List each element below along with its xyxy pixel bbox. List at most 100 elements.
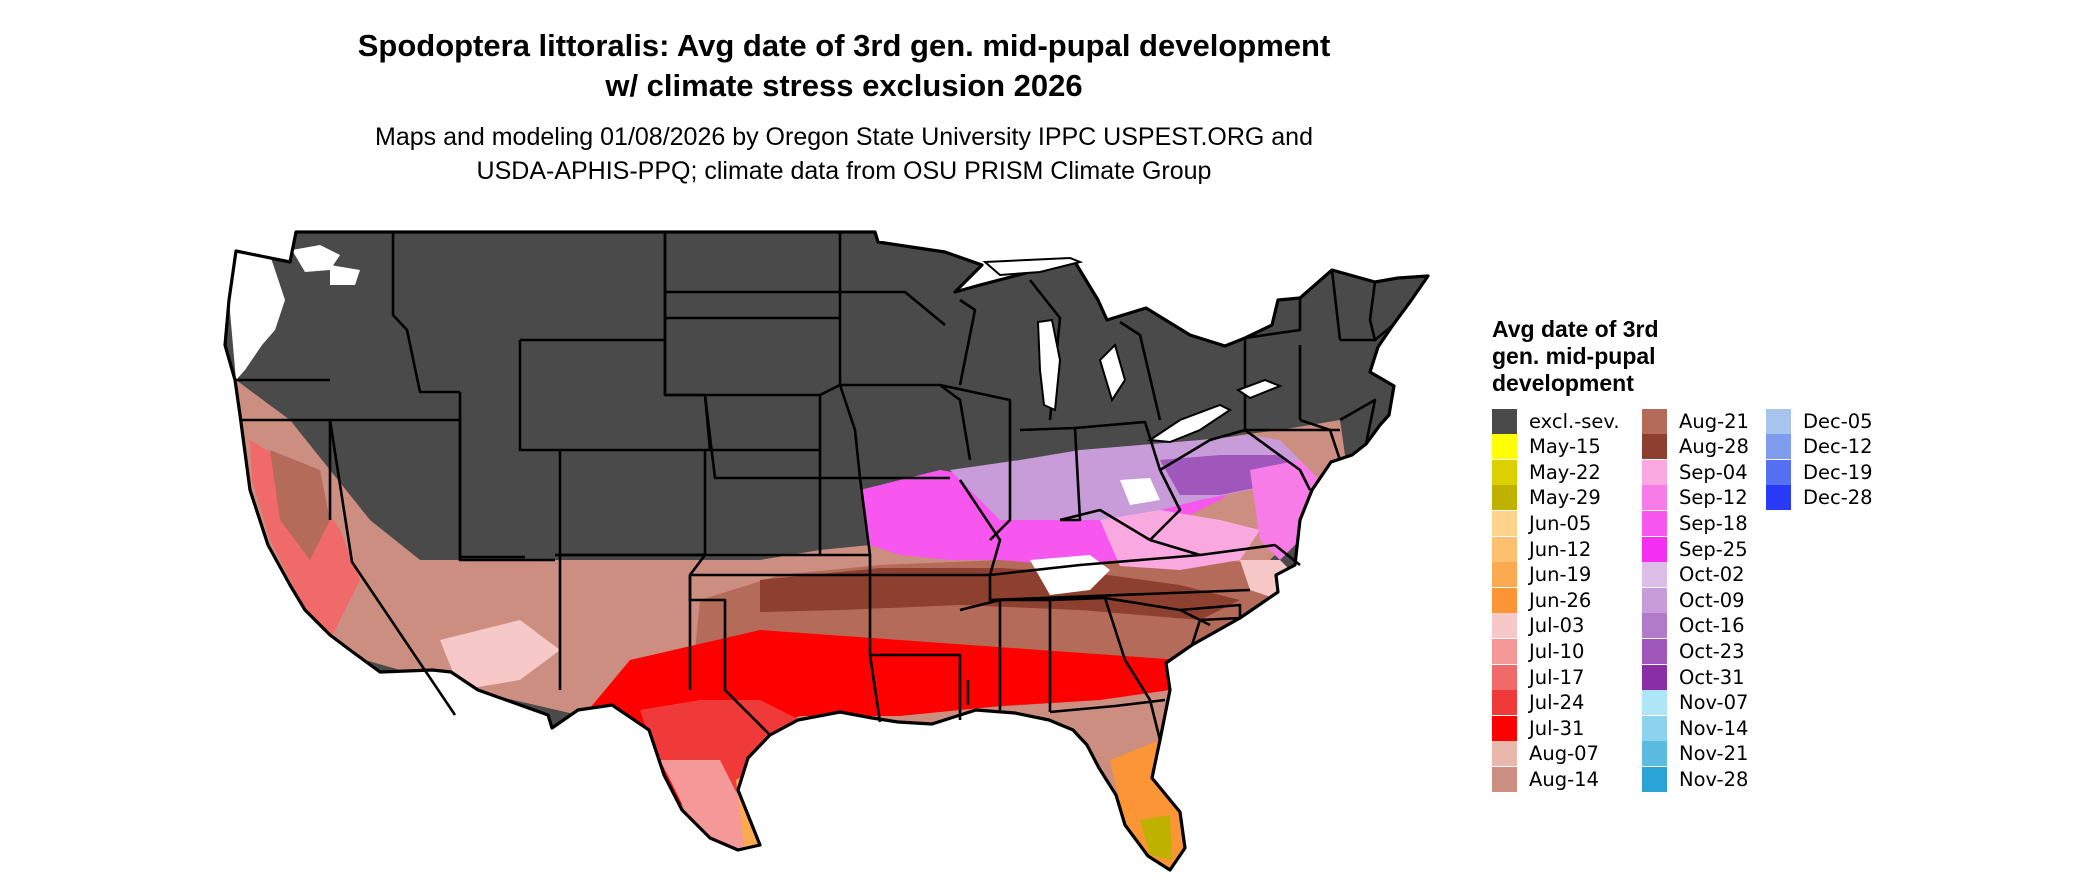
legend-label: Dec-28 (1803, 486, 1873, 510)
legend-label: Nov-07 (1679, 691, 1749, 715)
legend-swatch (1642, 459, 1667, 485)
legend-item: Oct-09 (1642, 587, 1745, 613)
legend-item: Oct-16 (1642, 613, 1745, 639)
state-boundaries (223, 230, 1430, 872)
legend-swatch (1492, 587, 1517, 613)
legend-label: Sep-04 (1679, 460, 1748, 484)
legend-label: Jun-19 (1529, 563, 1592, 587)
legend-swatch (1492, 459, 1517, 485)
legend-swatch (1492, 664, 1517, 690)
legend-item: Jul-24 (1492, 690, 1584, 716)
legend-swatch (1642, 613, 1667, 639)
legend-label: Jul-24 (1529, 691, 1585, 715)
legend-item: Jul-03 (1492, 613, 1584, 639)
legend-label: Oct-02 (1679, 563, 1745, 587)
legend-label: Jun-05 (1529, 511, 1592, 535)
legend-item: Jul-10 (1492, 638, 1584, 664)
legend-label: Oct-09 (1679, 588, 1745, 612)
legend-item: Oct-31 (1642, 664, 1745, 690)
legend-swatch (1492, 613, 1517, 639)
legend-swatch (1492, 434, 1517, 460)
legend-swatch (1766, 485, 1791, 511)
legend-item: Nov-21 (1642, 741, 1748, 767)
legend-item: Dec-05 (1766, 408, 1873, 434)
legend-label: Dec-12 (1803, 435, 1873, 459)
subtitle-line-1: Maps and modeling 01/08/2026 by Oregon S… (375, 123, 1313, 151)
legend-swatch (1642, 638, 1667, 664)
legend-swatch (1642, 690, 1667, 716)
legend-item: Jul-31 (1492, 715, 1584, 741)
legend-label: Nov-28 (1679, 767, 1749, 791)
legend-item: Dec-28 (1766, 485, 1873, 511)
legend-item: Sep-25 (1642, 536, 1748, 562)
legend-label: Sep-18 (1679, 511, 1748, 535)
legend-swatch (1492, 562, 1517, 588)
map-subtitle: Maps and modeling 01/08/2026 by Oregon S… (0, 120, 1688, 188)
title-line-1: Spodoptera littoralis: Avg date of 3rd g… (357, 28, 1331, 63)
legend-swatch (1642, 408, 1667, 434)
legend-swatch (1492, 766, 1517, 792)
legend-label: May-29 (1529, 486, 1601, 510)
legend-item: Nov-14 (1642, 715, 1748, 741)
legend-label: Sep-12 (1679, 486, 1748, 510)
legend-item: Dec-19 (1766, 459, 1873, 485)
legend-item: Jun-19 (1492, 562, 1591, 588)
legend-title: Avg date of 3rd gen. mid-pupal developme… (1492, 316, 1732, 397)
legend-swatch (1766, 408, 1791, 434)
legend-item: Aug-21 (1642, 408, 1749, 434)
legend-label: Nov-14 (1679, 716, 1749, 740)
legend-item: Sep-18 (1642, 510, 1748, 536)
legend-label: Jul-03 (1529, 614, 1585, 638)
legend-title-line-1: Avg date of 3rd (1492, 316, 1659, 342)
legend-label: Dec-05 (1803, 409, 1873, 433)
legend-item: May-29 (1492, 485, 1601, 511)
legend-swatch (1492, 408, 1517, 434)
legend-label: Oct-31 (1679, 665, 1745, 689)
legend-item: Jun-05 (1492, 510, 1591, 536)
legend-swatch (1492, 741, 1517, 767)
title-line-2: w/ climate stress exclusion 2026 (605, 68, 1083, 103)
unmodeled-areas (229, 245, 360, 380)
legend-label: Aug-07 (1529, 742, 1599, 766)
legend-label: May-15 (1529, 435, 1601, 459)
legend-swatch (1642, 664, 1667, 690)
legend-label: Nov-21 (1679, 742, 1749, 766)
legend-title-line-2: gen. mid-pupal (1492, 343, 1656, 369)
legend-item: Aug-28 (1642, 434, 1749, 460)
legend-swatch (1642, 587, 1667, 613)
legend-swatch (1766, 459, 1791, 485)
legend-label: Oct-16 (1679, 614, 1745, 638)
legend-swatch (1492, 510, 1517, 536)
legend-label: Aug-28 (1679, 435, 1749, 459)
legend-swatch (1492, 536, 1517, 562)
legend-label: Dec-19 (1803, 460, 1873, 484)
legend-swatch (1492, 485, 1517, 511)
legend-label: Aug-21 (1679, 409, 1749, 433)
legend-item: Nov-28 (1642, 766, 1748, 792)
legend-label: Jul-10 (1529, 639, 1585, 663)
legend-item: Dec-12 (1766, 434, 1873, 460)
legend-item: Oct-23 (1642, 638, 1745, 664)
legend-item: May-15 (1492, 434, 1601, 460)
legend-item: Aug-14 (1492, 766, 1599, 792)
legend-swatch (1642, 485, 1667, 511)
legend-item: Nov-07 (1642, 690, 1748, 716)
legend-swatch (1492, 690, 1517, 716)
legend-label: Jun-12 (1529, 537, 1592, 561)
legend-label: Jul-31 (1529, 716, 1585, 740)
legend-item: Sep-04 (1642, 459, 1748, 485)
legend-item: Oct-02 (1642, 562, 1745, 588)
legend-label: excl.-sev. (1529, 409, 1620, 433)
legend-swatch (1642, 562, 1667, 588)
subtitle-line-2: USDA-APHIS-PPQ; climate data from OSU PR… (476, 157, 1212, 185)
legend-swatch (1492, 638, 1517, 664)
legend-swatch (1642, 715, 1667, 741)
legend-swatch (1642, 434, 1667, 460)
legend-swatch (1766, 434, 1791, 460)
legend-item: Sep-12 (1642, 485, 1748, 511)
legend-item: Jun-26 (1492, 587, 1591, 613)
legend-item: Jul-17 (1492, 664, 1584, 690)
legend-item: May-22 (1492, 459, 1601, 485)
legend-item: Aug-07 (1492, 741, 1599, 767)
